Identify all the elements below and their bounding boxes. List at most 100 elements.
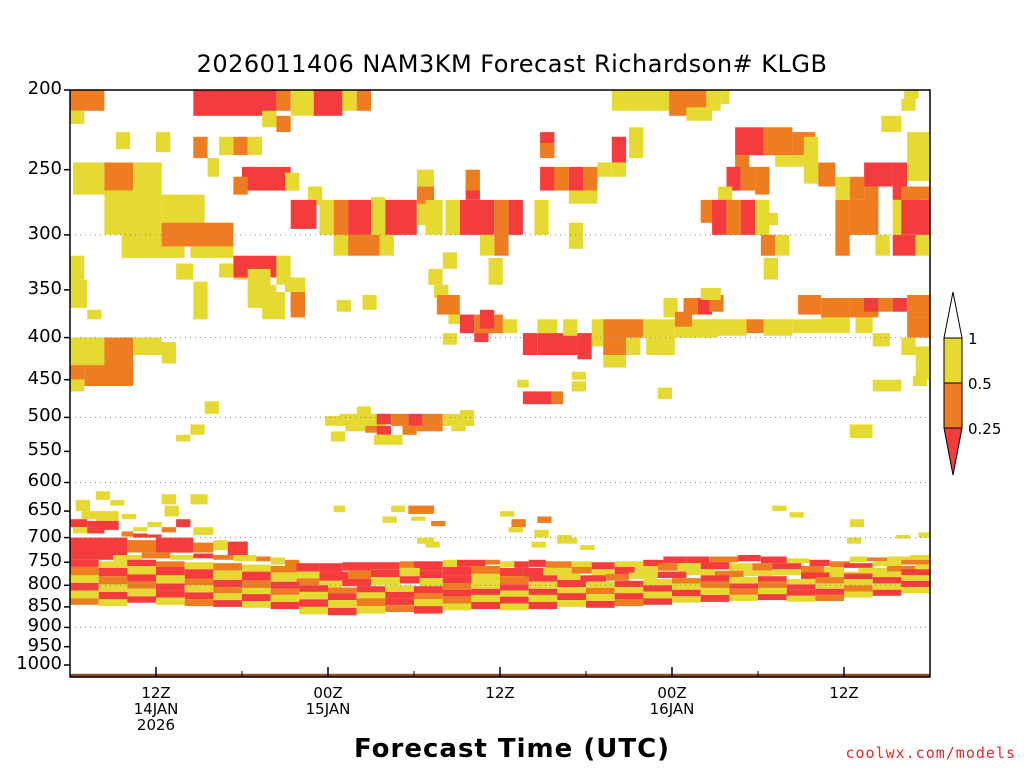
heatmap-cell xyxy=(479,234,495,256)
heatmap-cell xyxy=(356,586,386,593)
heatmap-cell xyxy=(700,587,730,595)
heatmap-cell xyxy=(901,98,916,111)
heatmap-cell xyxy=(411,516,426,521)
heatmap-cell xyxy=(557,535,572,541)
x-tick-label: 12Z 14JAN 2026 xyxy=(116,685,196,733)
heatmap-cell xyxy=(425,199,443,235)
heatmap-cell xyxy=(554,166,569,191)
heatmap-cell xyxy=(849,176,864,200)
y-tick-label: 900 xyxy=(27,615,62,637)
x-tick-label-line: 16JAN xyxy=(649,700,695,718)
heatmap-cell xyxy=(758,581,787,588)
heatmap-cell xyxy=(735,155,750,170)
heatmap-cell xyxy=(328,593,357,601)
heatmap-cell xyxy=(442,252,457,269)
heatmap-cell xyxy=(247,284,262,308)
heatmap-cell xyxy=(672,583,701,590)
heatmap-cell xyxy=(672,589,701,597)
heatmap-cell xyxy=(729,588,758,595)
heatmap-cell xyxy=(735,127,764,156)
heatmap-cell xyxy=(614,599,644,607)
x-tick-label-line: 12Z xyxy=(829,684,859,702)
heatmap-cell xyxy=(121,513,136,520)
heatmap-cell xyxy=(611,90,670,111)
heatmap-cell xyxy=(70,110,85,124)
heatmap-cell xyxy=(875,234,890,256)
heatmap-cell xyxy=(743,570,773,577)
heatmap-cell xyxy=(629,572,658,579)
heatmap-cell xyxy=(233,136,248,156)
heatmap-cell xyxy=(233,176,248,195)
heatmap-cell xyxy=(683,298,698,315)
heatmap-cell xyxy=(500,603,529,611)
heatmap-cell xyxy=(815,588,844,595)
heatmap-cell xyxy=(823,567,844,573)
heatmap-cell xyxy=(98,576,128,585)
heatmap-cell xyxy=(568,190,598,204)
heatmap-cell xyxy=(835,232,850,256)
y-tick-label: 750 xyxy=(27,550,62,572)
heatmap-cell xyxy=(391,505,406,513)
heatmap-cell xyxy=(815,577,844,584)
heatmap-cell xyxy=(161,527,176,533)
heatmap-cell xyxy=(104,162,134,195)
heatmap-cell xyxy=(193,542,214,553)
heatmap-cell xyxy=(276,90,291,111)
heatmap-cell xyxy=(156,583,185,591)
heatmap-cell xyxy=(75,499,90,512)
heatmap-cell xyxy=(528,595,558,602)
heatmap-cell xyxy=(864,162,893,187)
heatmap-cell xyxy=(70,365,85,380)
heatmap-cell xyxy=(545,561,572,568)
heatmap-cell xyxy=(285,277,306,292)
heatmap-cell xyxy=(465,169,480,191)
heatmap-cell xyxy=(849,519,864,528)
heatmap-cell xyxy=(901,575,930,581)
heatmap-cell xyxy=(342,562,371,571)
heatmap-cell xyxy=(835,176,850,200)
heatmap-cell xyxy=(141,552,171,559)
heatmap-cell xyxy=(597,162,612,177)
heatmap-cell xyxy=(70,567,99,576)
heatmap-cell xyxy=(388,434,403,445)
heatmap-cell xyxy=(858,567,887,574)
heatmap-cell xyxy=(459,199,495,235)
heatmap-cell xyxy=(909,555,930,560)
heatmap-cell xyxy=(763,257,778,280)
y-tick-label: 550 xyxy=(27,439,62,461)
heatmap-cell xyxy=(290,199,317,229)
heatmap-cell xyxy=(540,166,555,191)
heatmap-cell xyxy=(87,309,102,320)
heatmap-cell xyxy=(190,424,205,435)
heatmap-cell xyxy=(270,557,285,565)
heatmap-cell xyxy=(408,413,423,426)
heatmap-cell xyxy=(391,413,409,426)
heatmap-cell xyxy=(213,587,242,594)
heatmap-cell xyxy=(213,540,228,551)
heatmap-cell xyxy=(586,587,615,595)
colorbar-bin-yellow xyxy=(943,337,963,384)
heatmap-cell xyxy=(328,600,357,608)
y-tick-label: 350 xyxy=(27,277,62,299)
heatmap-cell xyxy=(606,573,629,581)
heatmap-cell xyxy=(113,555,142,562)
x-tick-label-line: 15JAN xyxy=(305,700,351,718)
heatmap-cell xyxy=(414,599,443,607)
heatmap-cell xyxy=(729,595,758,601)
heatmap-cell xyxy=(844,573,873,579)
heatmap-cell xyxy=(528,559,546,567)
heatmap-cell xyxy=(918,199,930,235)
heatmap-cell xyxy=(872,583,902,590)
heatmap-cell xyxy=(646,337,675,355)
heatmap-cell xyxy=(290,90,314,116)
heatmap-cell xyxy=(442,559,457,567)
heatmap-cell xyxy=(500,576,529,585)
heatmap-cell xyxy=(84,365,133,386)
heatmap-cell xyxy=(901,197,919,235)
heatmap-cell xyxy=(528,581,558,589)
heatmap-cell xyxy=(348,234,380,256)
heatmap-cell xyxy=(755,199,770,235)
heatmap-cell xyxy=(551,391,564,405)
heatmap-cell xyxy=(534,199,549,235)
heatmap-cell xyxy=(586,594,615,601)
